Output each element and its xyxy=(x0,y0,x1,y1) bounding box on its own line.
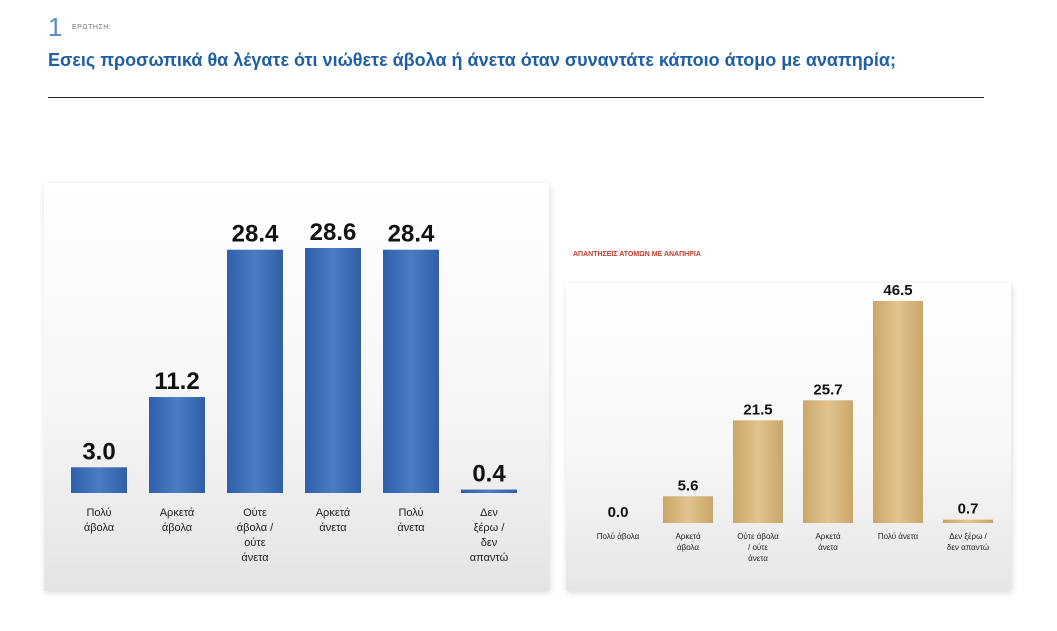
value-label: 0.0 xyxy=(608,504,629,521)
value-label: 28.6 xyxy=(310,219,357,246)
category-label: Αρκετά άβολα xyxy=(675,532,701,552)
value-label: 21.5 xyxy=(743,401,772,418)
value-label: 28.4 xyxy=(232,221,279,248)
bar xyxy=(305,248,361,493)
question-title: Εσεις προσωπικά θα λέγατε ότι νιώθετε άβ… xyxy=(48,50,896,70)
bar xyxy=(71,467,127,493)
value-label: 0.7 xyxy=(958,501,979,518)
value-label: 46.5 xyxy=(883,283,912,299)
chart-disabled-respondents: 0.0 Πολύ άβολα 5.6 Αρκετά άβολα 21.5 Ούτε άβολ… xyxy=(597,283,993,563)
category-label: Ούτε άβολα / ούτε άνετα xyxy=(737,532,779,563)
chart-subtitle-disabled: ΑΠΑΝΤΗΣΕΙΣ ΑΤΟΜΩΝ ΜΕ ΑΝΑΠΗΡΙΑ xyxy=(573,251,701,258)
title-underline xyxy=(48,97,984,98)
value-label: 3.0 xyxy=(82,438,115,465)
bar xyxy=(733,420,783,523)
bar xyxy=(803,400,853,523)
category-label: Πολύ άβολα xyxy=(84,507,115,534)
category-label: Δεν ξέρω / δεν απαντώ xyxy=(947,532,989,552)
bar xyxy=(461,489,517,493)
category-label: Ούτε άβολα / ούτε άνετα xyxy=(237,507,274,564)
value-label: 5.6 xyxy=(678,477,699,494)
category-label: Δεν ξέρω / δεν απαντώ xyxy=(470,507,509,564)
value-label: 25.7 xyxy=(813,381,842,398)
bar xyxy=(227,249,283,493)
category-label: Αρκετά άβολα xyxy=(160,507,195,534)
bar xyxy=(943,519,993,523)
category-label: Αρκετά άνετα xyxy=(815,532,841,552)
bar xyxy=(383,249,439,493)
slide-number: 1 xyxy=(48,12,63,42)
value-label: 28.4 xyxy=(388,221,435,248)
chart-panel-all: 3.0 Πολύ άβολα 11.2 Αρκετά άβολα 28.4 Ούτε άβολα… xyxy=(44,183,549,591)
category-label: Πολύ άβολα xyxy=(597,532,640,541)
bar xyxy=(873,301,923,523)
category-label: Πολύ άνετα xyxy=(397,507,425,534)
value-label: 11.2 xyxy=(154,368,199,395)
bar xyxy=(149,397,205,493)
value-label: 0.4 xyxy=(472,461,506,488)
slide-tag: ΕΡΩΤΗΣΗ: xyxy=(72,24,112,31)
category-label: Πολύ άνετα xyxy=(878,532,919,541)
chart-all-respondents: 3.0 Πολύ άβολα 11.2 Αρκετά άβολα 28.4 Ούτε άβολα… xyxy=(71,219,517,564)
chart-panel-disabled: 0.0 Πολύ άβολα 5.6 Αρκετά άβολα 21.5 Ούτε άβολ… xyxy=(566,283,1011,591)
category-label: Αρκετά άνετα xyxy=(316,507,351,534)
bar xyxy=(663,496,713,523)
